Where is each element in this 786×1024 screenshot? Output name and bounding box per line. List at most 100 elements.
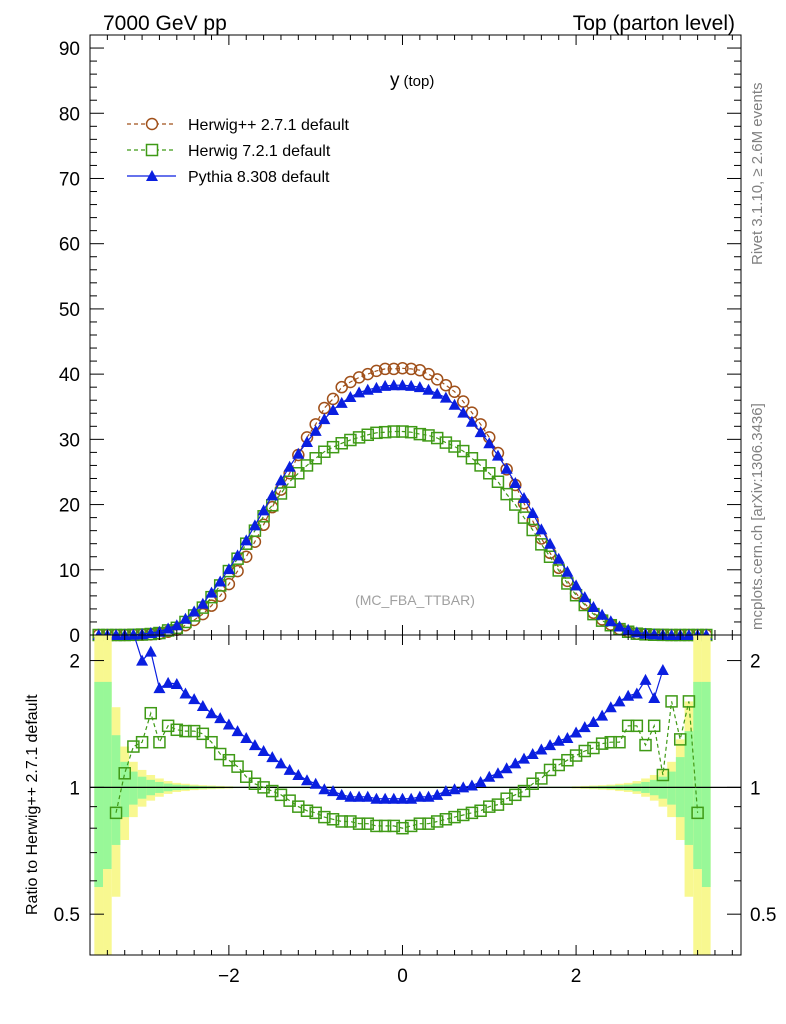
data-point-2 [292, 447, 305, 459]
ratio-ytick-label: 0.5 [54, 905, 80, 926]
chart-title-main: y [390, 70, 400, 91]
data-point-2 [422, 383, 435, 395]
data-point-1 [387, 425, 401, 438]
ratio-point-1 [439, 785, 452, 797]
ratio-point-0 [257, 781, 270, 794]
header-right: Top (parton level) [573, 12, 735, 35]
data-point-1 [430, 431, 444, 445]
ratio-point-0 [196, 727, 210, 741]
ratio-point-1 [630, 687, 643, 699]
ratio-point-0 [448, 810, 461, 824]
ratio-point-0 [621, 719, 635, 733]
data-point-0 [448, 385, 461, 398]
ratio-point-1 [457, 781, 470, 793]
data-point-0 [318, 401, 331, 415]
ratio-point-1 [214, 712, 227, 724]
data-point-2 [570, 579, 583, 591]
ratio-point-0 [691, 806, 704, 820]
ratio-point-1 [248, 739, 261, 751]
ratio-point-1 [301, 774, 313, 786]
data-point-2 [396, 379, 409, 391]
main-ytick-label: 20 [59, 496, 80, 517]
ratio-point-1 [656, 663, 669, 675]
data-point-2 [327, 404, 340, 415]
ratio-point-1 [431, 788, 444, 800]
rivet-label: Rivet 3.1.10, ≥ 2.6M events [749, 83, 766, 266]
ratio-point-0 [413, 817, 427, 830]
legend-marker-herwigpp [145, 117, 159, 131]
data-point-2 [587, 600, 600, 612]
data-point-2 [596, 608, 609, 620]
ratio-point-1 [222, 718, 235, 730]
ratio-ytick-label: 2 [69, 652, 80, 673]
ratio-point-0 [326, 813, 340, 826]
data-point-1 [361, 428, 375, 442]
main-data-layer [92, 362, 713, 642]
ratio-point-0 [483, 800, 496, 813]
ratio-point-1 [153, 682, 166, 694]
ratio-point-0 [378, 819, 392, 833]
uncertainty-band-inner [103, 681, 112, 870]
ratio-point-1 [309, 777, 322, 789]
ratio-point-0 [604, 735, 618, 749]
data-point-2 [266, 489, 279, 501]
uncertainty-band-inner [111, 735, 121, 845]
ratio-xtick-label: −2 [218, 966, 240, 987]
ratio-point-1 [283, 763, 296, 775]
data-point-1 [456, 444, 470, 458]
ratio-point-1 [144, 645, 157, 657]
data-point-2 [283, 460, 296, 472]
main-ytick-label: 40 [59, 365, 80, 386]
data-point-1 [465, 452, 479, 465]
ratio-xtick-label: 0 [397, 966, 408, 987]
ratio-point-0 [266, 784, 279, 798]
ratio-point-1 [170, 677, 183, 689]
ratio-point-0 [422, 817, 435, 830]
ratio-point-0 [222, 753, 236, 767]
data-point-2 [162, 622, 175, 634]
uncertainty-band-inner [120, 761, 130, 818]
legend-entry-herwigpp: Herwig++ 2.7.1 default [127, 117, 350, 134]
data-point-2 [335, 396, 348, 408]
ratio-point-1 [327, 785, 340, 797]
data-point-0 [439, 378, 453, 392]
ratio-series-line-0 [115, 701, 699, 829]
main-ytick-label: 80 [59, 104, 80, 125]
data-point-2 [222, 563, 235, 575]
data-point-0 [404, 362, 418, 376]
main-ytick-label: 50 [59, 300, 80, 321]
ratio-point-1 [136, 654, 149, 666]
ratio-point-1 [509, 757, 522, 769]
ratio-point-1 [162, 676, 175, 688]
data-point-1 [326, 440, 340, 454]
legend-marker-pythia [146, 170, 158, 181]
data-point-1 [561, 577, 574, 590]
ratio-point-0 [665, 695, 678, 708]
data-point-2 [518, 492, 530, 504]
ratio-point-0 [127, 740, 140, 753]
ratio-point-0 [231, 760, 244, 773]
data-point-1 [404, 425, 418, 439]
ratio-data-layer [90, 632, 741, 955]
ratio-frame [89, 634, 742, 956]
ratio-point-0 [673, 733, 687, 746]
ratio-point-0 [135, 735, 149, 749]
ratio-panel: −2 0 2 0.5 0.5 1 1 2 2 Ratio to Herwig++ 2.7.1 d… [24, 632, 776, 987]
data-point-1 [300, 459, 314, 472]
data-point-2 [257, 504, 270, 516]
ratio-point-0 [292, 800, 305, 813]
ratio-point-1 [257, 744, 270, 756]
ratio-point-1 [604, 701, 617, 713]
data-point-2 [370, 381, 383, 393]
data-point-2 [648, 628, 661, 640]
main-axes: 0 10 20 30 40 50 60 70 80 90 [59, 34, 741, 647]
ratio-point-1 [335, 788, 348, 800]
data-point-2 [344, 390, 357, 402]
ratio-point-0 [248, 777, 262, 791]
ratio-point-0 [205, 735, 218, 749]
ratio-point-0 [656, 768, 670, 782]
ratio-point-0 [344, 815, 357, 828]
ratio-point-0 [465, 806, 479, 820]
uncertainty-band-inner [129, 771, 138, 805]
